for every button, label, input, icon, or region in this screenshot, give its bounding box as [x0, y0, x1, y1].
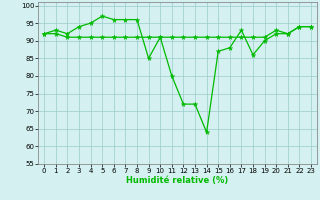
X-axis label: Humidité relative (%): Humidité relative (%)	[126, 176, 229, 185]
